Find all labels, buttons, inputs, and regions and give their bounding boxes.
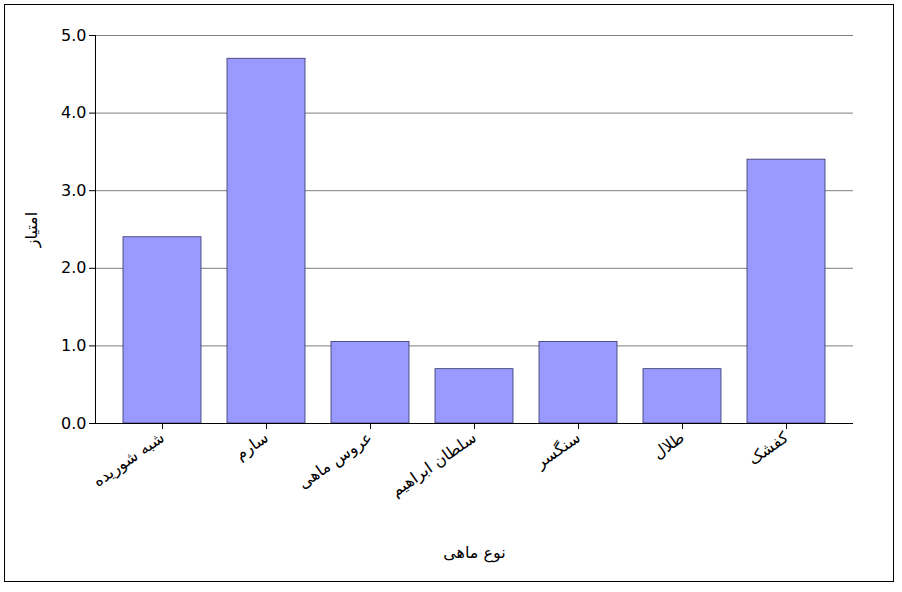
svg-text:کفشک: کفشک [745, 427, 793, 468]
svg-text:سلطان ابراهیم: سلطان ابراهیم [387, 428, 480, 502]
svg-text:2.0: 2.0 [61, 258, 86, 277]
svg-text:5.0: 5.0 [61, 26, 86, 45]
svg-text:سارم: سارم [231, 428, 272, 465]
svg-text:1.0: 1.0 [61, 336, 86, 355]
svg-text:عروس ماهی: عروس ماهی [294, 428, 376, 494]
svg-text:طلال: طلال [649, 428, 688, 463]
svg-text:3.0: 3.0 [61, 181, 86, 200]
svg-text:نوع ماهی: نوع ماهی [443, 543, 506, 563]
svg-text:امتیاز: امتیاز [22, 212, 42, 248]
svg-text:شبه شوریده: شبه شوریده [89, 428, 168, 492]
svg-text:0.0: 0.0 [61, 414, 86, 433]
svg-text:سنگسر: سنگسر [531, 428, 584, 474]
svg-text:4.0: 4.0 [61, 103, 86, 122]
